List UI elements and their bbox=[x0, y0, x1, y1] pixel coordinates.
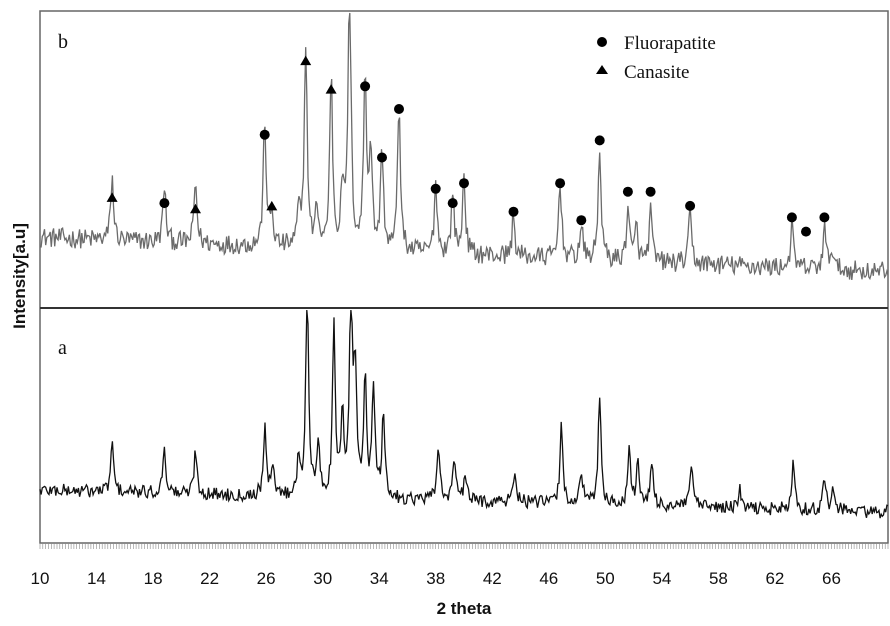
fluorapatite-marker bbox=[685, 200, 696, 211]
x-tick-label: 18 bbox=[144, 569, 163, 588]
fluorapatite-marker bbox=[394, 104, 404, 114]
x-tick-label: 10 bbox=[31, 569, 50, 588]
fluorapatite-marker bbox=[819, 212, 830, 223]
x-tick-label: 14 bbox=[87, 569, 106, 588]
series-layer bbox=[39, 12, 889, 519]
x-tick-label: 42 bbox=[483, 569, 502, 588]
x-tick-labels: 10 14 18 22 26 30 34 38 42 46 50 54 58 62 66 bbox=[31, 569, 841, 588]
canasite-marker bbox=[325, 84, 337, 94]
fluorapatite-marker bbox=[259, 129, 270, 140]
x-tick-label: 26 bbox=[257, 569, 276, 588]
xrd-pattern-a bbox=[39, 309, 889, 519]
panel-label-a: a bbox=[58, 337, 67, 359]
x-tick-label: 22 bbox=[200, 569, 219, 588]
fluorapatite-marker bbox=[377, 152, 387, 163]
panel-label-b: b bbox=[58, 31, 68, 53]
canasite-marker bbox=[266, 200, 278, 211]
x-tick-label: 34 bbox=[370, 569, 389, 588]
legend-canasite: Canasite bbox=[624, 62, 689, 83]
canasite-marker bbox=[190, 203, 201, 214]
fluorapatite-marker bbox=[555, 178, 566, 189]
x-tick-label: 50 bbox=[596, 569, 615, 588]
fluorapatite-marker bbox=[786, 212, 797, 223]
fluorapatite-marker bbox=[360, 81, 371, 92]
x-tick-label: 62 bbox=[765, 569, 784, 588]
xrd-pattern-b bbox=[39, 12, 889, 281]
fluorapatite-marker bbox=[430, 183, 441, 194]
chart-border bbox=[39, 10, 889, 544]
fluorapatite-marker bbox=[594, 135, 605, 146]
x-tick-label: 58 bbox=[709, 569, 728, 588]
fluorapatite-marker bbox=[508, 206, 519, 217]
x-tick-label: 30 bbox=[313, 569, 332, 588]
x-axis-title: 2 theta bbox=[437, 599, 492, 618]
phase-markers bbox=[106, 55, 830, 237]
canasite-marker bbox=[300, 55, 312, 66]
x-minor-ticks bbox=[39, 543, 889, 549]
fluorapatite-marker bbox=[459, 178, 469, 189]
x-tick-label: 54 bbox=[652, 569, 671, 588]
legend-circle-icon bbox=[597, 37, 607, 47]
x-tick-label: 66 bbox=[822, 569, 841, 588]
fluorapatite-marker bbox=[159, 198, 170, 209]
fluorapatite-marker bbox=[645, 186, 656, 197]
fluorapatite-marker bbox=[576, 215, 587, 226]
fluorapatite-marker bbox=[447, 198, 458, 209]
legend-fluorapatite: Fluorapatite bbox=[624, 33, 716, 54]
fluorapatite-marker bbox=[801, 226, 811, 237]
x-tick-label: 46 bbox=[539, 569, 558, 588]
x-tick-label: 38 bbox=[426, 569, 445, 588]
legend: Fluorapatite Canasite bbox=[596, 33, 716, 83]
legend-triangle-icon bbox=[596, 65, 608, 74]
y-axis-title: Intensity[a.u] bbox=[10, 223, 29, 329]
fluorapatite-marker bbox=[622, 186, 633, 197]
canasite-marker bbox=[106, 192, 118, 202]
